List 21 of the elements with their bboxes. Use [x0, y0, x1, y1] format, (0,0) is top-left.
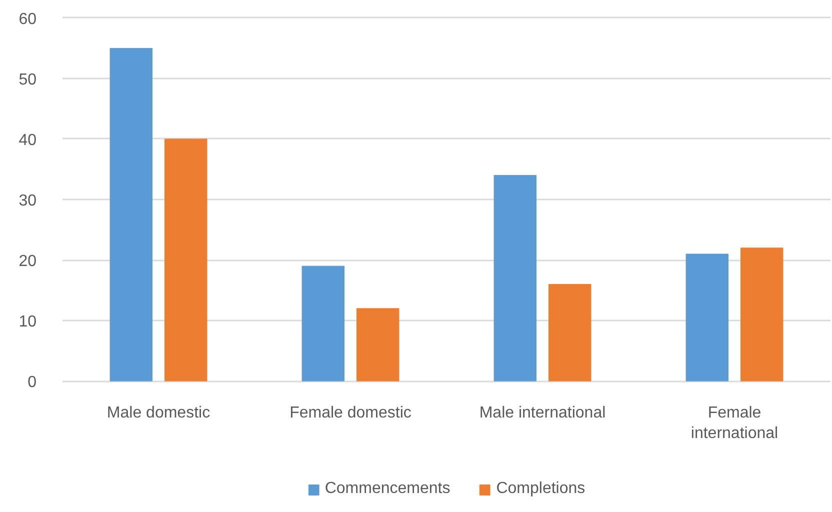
bar: [110, 48, 153, 382]
x-tick-label: Female domestic: [290, 404, 412, 422]
x-tick-label: Female international: [690, 404, 778, 442]
y-tick-label: 60: [18, 10, 37, 28]
bar: [548, 284, 592, 382]
bar: [356, 308, 400, 382]
legend-label: Commencements: [324, 480, 450, 498]
bar: [164, 138, 208, 382]
y-tick-label: 40: [18, 132, 37, 149]
y-tick-label: 50: [18, 71, 37, 88]
y-tick-label: 0: [28, 374, 37, 392]
y-tick-label: 10: [18, 314, 37, 331]
x-tick-label: Male international: [479, 404, 606, 422]
bar: [740, 248, 784, 382]
y-tick-label: 20: [18, 253, 37, 270]
legend-label: Completions: [496, 480, 586, 498]
y-tick-label: 30: [18, 192, 37, 210]
bar: [302, 266, 345, 382]
x-tick-label: Male domestic: [106, 404, 210, 422]
bar: [686, 254, 729, 382]
bar: [494, 175, 537, 382]
